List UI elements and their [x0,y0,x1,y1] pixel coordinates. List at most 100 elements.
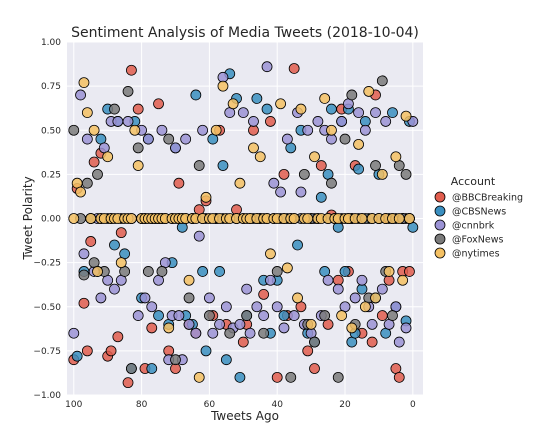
x-tick-label: 80 [136,400,148,410]
data-point-bbcbreaking [278,168,290,180]
legend-marker-foxnews [434,233,446,245]
data-point-cnnbrk [112,116,124,127]
data-point-cbsnews [190,89,202,101]
data-point-cbsnews [353,163,364,175]
data-point-cnnbrk [251,301,263,313]
data-point-cnnbrk [271,301,283,313]
data-point-nytimes [193,371,205,383]
y-tick-label: 0.25 [41,170,61,180]
data-point-cnnbrk [275,186,287,198]
x-axis-label: Tweets Ago [210,409,279,423]
x-tick-label: 20 [339,400,351,410]
data-point-bbcbreaking [237,336,249,348]
legend-marker-cbsnews [434,205,446,217]
data-point-cnnbrk [146,301,158,313]
data-point-bbcbreaking [85,236,97,247]
legend-label-bbcbreaking: @BBCBreaking [452,193,523,204]
data-point-nytimes [254,151,266,163]
data-point-cnnbrk [336,116,348,127]
data-point-nytimes [227,98,239,110]
data-point-bbcbreaking [105,345,117,357]
data-point-foxnews [332,371,344,383]
chart-title: Sentiment Analysis of Media Tweets (2018… [71,25,419,41]
data-point-cnnbrk [237,107,249,118]
data-point-cnnbrk [278,322,290,334]
data-point-nytimes [102,151,114,163]
data-point-foxnews [81,177,93,189]
data-point-nytimes [383,266,395,277]
data-point-nytimes [88,124,100,136]
data-point-nytimes [75,186,86,198]
data-point-cnnbrk [370,107,381,118]
data-point-nytimes [129,124,141,136]
data-point-cnnbrk [400,322,412,334]
data-point-cbsnews [109,239,120,251]
data-point-cnnbrk [183,318,195,330]
data-point-nytimes [390,151,402,163]
data-point-cnnbrk [132,310,144,321]
x-tick-label: 40 [271,400,283,410]
data-point-cnnbrk [139,292,151,304]
data-point-nytimes [400,110,412,122]
data-point-cbsnews [214,266,225,277]
data-point-cnnbrk [156,124,168,136]
data-point-bbcbreaking [302,345,314,357]
data-point-cbsnews [234,371,246,383]
data-point-bbcbreaking [393,371,405,383]
legend-label-cbsnews: @CBSNews [452,207,506,218]
data-point-foxnews [156,266,168,277]
data-point-bbcbreaking [288,63,300,74]
data-point-cbsnews [71,350,83,362]
data-point-cnnbrk [380,116,392,127]
y-tick-label: −0.50 [33,303,61,313]
data-point-cbsnews [220,354,232,366]
data-point-nytimes [217,80,229,92]
data-point-nytimes [163,322,175,334]
data-point-cbsnews [315,191,327,203]
data-point-cbsnews [200,345,212,357]
data-point-nytimes [78,77,90,88]
data-point-nytimes [305,318,317,330]
data-point-nytimes [126,213,137,224]
data-point-nytimes [288,213,300,224]
data-point-bbcbreaking [376,310,388,321]
tick-labels: −1.00 −0.75 −0.50 −0.25 0.00 0.25 0.50 0.75 1.00… [33,38,416,410]
data-point-cnnbrk [265,274,276,286]
data-point-foxnews [126,363,137,374]
data-point-cnnbrk [376,283,388,295]
data-point-foxnews [370,160,381,171]
data-point-cnnbrk [214,318,225,330]
data-point-foxnews [170,354,181,366]
data-point-foxnews [376,75,388,87]
data-point-foxnews [68,124,80,136]
data-point-cnnbrk [281,133,293,145]
y-tick-label: −1.00 [33,391,61,401]
data-point-bbcbreaking [153,98,164,110]
data-point-foxnews [78,269,90,281]
data-point-foxnews [163,133,175,145]
data-point-cnnbrk [353,107,364,118]
data-point-nytimes [393,213,405,224]
data-point-foxnews [142,266,154,277]
data-point-cbsnews [197,266,209,277]
legend-marker-nytimes [434,247,446,259]
data-point-nytimes [363,86,375,97]
data-point-foxnews [109,103,120,115]
data-point-cnnbrk [244,327,256,339]
data-point-nytimes [92,266,103,277]
data-point-nytimes [397,274,409,286]
data-point-bbcbreaking [78,297,90,309]
legend-label-cnnbrk: @cnnbrk [452,221,495,232]
data-point-nytimes [319,93,331,104]
data-point-cnnbrk [302,124,314,136]
data-point-cnnbrk [190,327,202,339]
data-point-cbsnews [292,239,303,251]
y-tick-label: 0.75 [41,82,61,92]
data-point-foxnews [319,310,331,321]
data-point-foxnews [132,142,144,154]
data-point-nytimes [359,301,371,313]
data-point-cnnbrk [81,133,93,145]
data-point-cbsnews [278,310,290,321]
data-point-cnnbrk [197,124,209,136]
